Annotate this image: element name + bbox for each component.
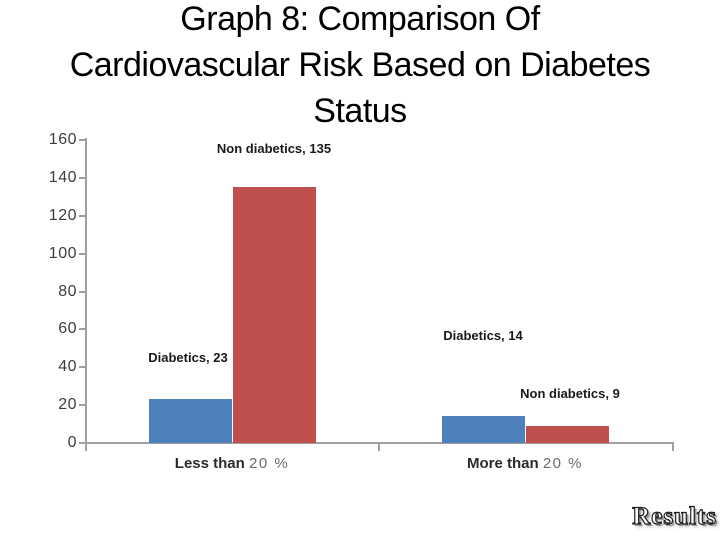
chart-title-line-3: Status xyxy=(313,92,407,130)
data-label-diabetics-more: Diabetics, 14 xyxy=(443,328,523,343)
x-axis-tick-2 xyxy=(672,444,674,451)
x-axis-tick-1 xyxy=(378,444,380,451)
y-axis-label-100: 100 xyxy=(48,244,77,262)
y-axis-label-140: 140 xyxy=(48,168,77,186)
y-axis-label-20: 20 xyxy=(58,396,77,414)
y-axis-tick-100 xyxy=(79,252,87,255)
results-wordart-text: Results xyxy=(632,502,717,530)
chart-title-line-1: Graph 8: Comparison Of xyxy=(180,0,540,38)
bar-non-diabetics-1 xyxy=(526,426,609,443)
y-axis-tick-40 xyxy=(79,366,87,369)
y-axis-label-0: 0 xyxy=(67,434,77,451)
category-label-less-number: 20 % xyxy=(249,455,290,472)
category-label-less-words: Less than xyxy=(174,455,245,472)
y-axis-tick-120 xyxy=(79,214,87,217)
y-axis-label-40: 40 xyxy=(58,358,77,376)
category-label-more-than-20: More than 20 % xyxy=(425,455,625,473)
data-label-non-diabetics-more: Non diabetics, 9 xyxy=(520,386,620,401)
y-axis-tick-160 xyxy=(79,139,87,141)
y-axis-label-120: 120 xyxy=(48,206,77,224)
y-axis-tick-0 xyxy=(79,442,87,444)
category-label-more-words: More than xyxy=(466,455,539,472)
y-axis-label-60: 60 xyxy=(58,320,77,338)
y-axis-label-160: 160 xyxy=(48,131,77,148)
y-axis-label-80: 80 xyxy=(58,282,77,300)
x-axis-tick-0 xyxy=(85,444,87,451)
bar-non-diabetics-0 xyxy=(233,187,316,443)
y-axis-tick-60 xyxy=(79,328,87,331)
bar-diabetics-1 xyxy=(442,416,525,443)
y-axis-tick-20 xyxy=(79,404,87,407)
category-label-more-number: 20 % xyxy=(542,455,584,472)
data-label-diabetics-less: Diabetics, 23 xyxy=(148,350,228,365)
chart-title-line-2: Cardiovascular Risk Based on Diabetes xyxy=(69,46,651,84)
data-label-non-diabetics-less: Non diabetics, 135 xyxy=(216,141,332,156)
category-label-less-than-20: Less than 20 % xyxy=(132,455,332,473)
chart-title: Graph 8: Comparison Of Cardiovascular Ri… xyxy=(0,0,720,134)
bar-diabetics-0 xyxy=(149,399,232,443)
y-axis-tick-80 xyxy=(79,290,87,293)
y-axis-tick-140 xyxy=(79,176,87,179)
x-axis-line xyxy=(85,442,674,444)
